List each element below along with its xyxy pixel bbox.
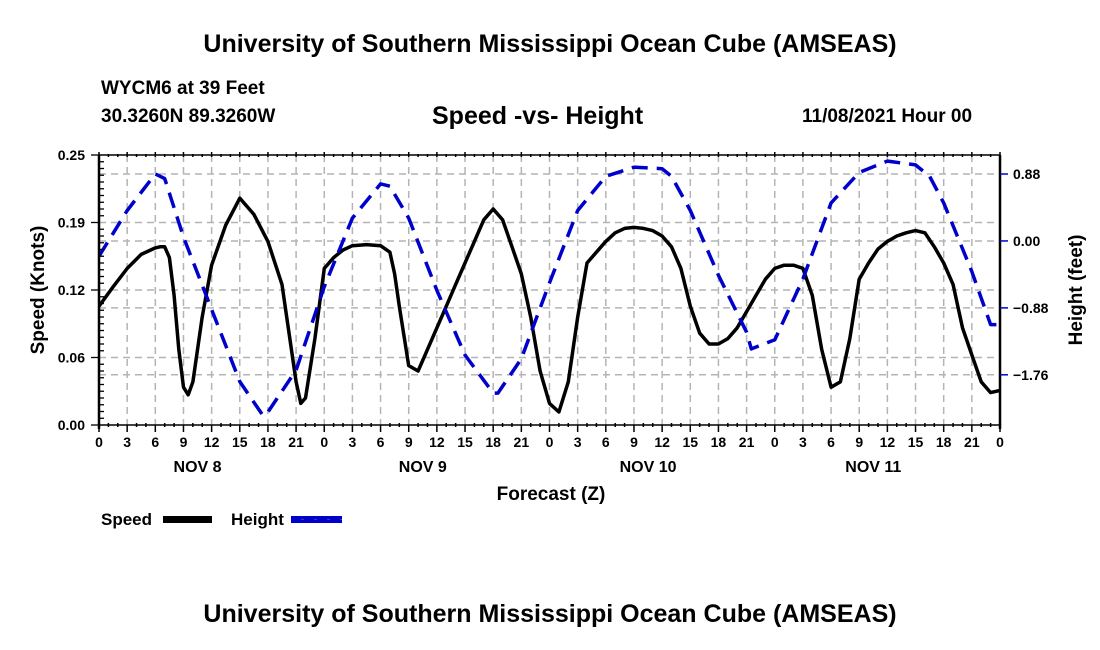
x-axis-label: Forecast (Z) bbox=[497, 484, 606, 505]
y-tick-label: 0.25 bbox=[58, 147, 85, 163]
series-line-speed bbox=[99, 196, 1000, 414]
x-tick-label: 0 bbox=[996, 434, 1004, 450]
report-footer-title: University of Southern Mississippi Ocean… bbox=[203, 600, 897, 628]
x-tick-label: 18 bbox=[711, 434, 727, 450]
x-tick-label: 9 bbox=[180, 434, 188, 450]
series-line-height bbox=[99, 159, 1000, 418]
x-tick-label: 12 bbox=[880, 434, 896, 450]
station-label: WYCM6 at 39 Feet bbox=[101, 78, 265, 99]
y-tick-label: 0.19 bbox=[58, 215, 85, 231]
x-tick-label: 9 bbox=[405, 434, 413, 450]
legend-height: Height bbox=[231, 510, 284, 530]
legend-height-label: Height bbox=[231, 510, 284, 529]
x-tick-label: 18 bbox=[260, 434, 276, 450]
x-tick-label: 9 bbox=[630, 434, 638, 450]
x-tick-label: 21 bbox=[514, 434, 530, 450]
y2-axis-label: Height (feet) bbox=[1066, 235, 1087, 346]
y-tick-label: 0.12 bbox=[58, 282, 85, 298]
x-tick-label: 15 bbox=[232, 434, 248, 450]
report-title: University of Southern Mississippi Ocean… bbox=[203, 30, 897, 58]
y2-tick-label: 0.88 bbox=[1013, 166, 1040, 182]
x-tick-label: 15 bbox=[457, 434, 473, 450]
y-tick-label: 0.00 bbox=[58, 417, 85, 433]
legend-speed-swatch bbox=[163, 516, 212, 523]
axes: 0 3 6 9 12 15 18 21 0 3 6 9 12 15 18 21 0 3 6 9 12 15 18 21 0 3 6 9… bbox=[58, 147, 1049, 476]
legend-speed: Speed bbox=[101, 510, 152, 530]
x-tick-label: 9 bbox=[855, 434, 863, 450]
y2-tick-label: −0.88 bbox=[1013, 300, 1049, 316]
day-label: NOV 10 bbox=[620, 459, 677, 476]
x-tick-label: 18 bbox=[485, 434, 501, 450]
grid bbox=[99, 155, 1000, 425]
x-tick-label: 3 bbox=[574, 434, 582, 450]
legend-speed-label: Speed bbox=[101, 510, 153, 529]
x-tick-label: 3 bbox=[123, 434, 131, 450]
forecast-date: 11/08/2021 Hour 00 bbox=[802, 106, 973, 127]
x-tick-label: 12 bbox=[654, 434, 670, 450]
x-tick-label: 0 bbox=[546, 434, 554, 450]
x-tick-label: 6 bbox=[827, 434, 835, 450]
x-tick-label: 15 bbox=[908, 434, 924, 450]
day-label: NOV 11 bbox=[845, 459, 901, 476]
x-tick-label: 3 bbox=[349, 434, 357, 450]
legend-height-swatch bbox=[291, 516, 342, 523]
x-tick-label: 12 bbox=[204, 434, 220, 450]
x-tick-label: 6 bbox=[602, 434, 610, 450]
x-tick-label: 3 bbox=[799, 434, 807, 450]
day-label: NOV 8 bbox=[174, 459, 222, 476]
x-tick-label: 0 bbox=[320, 434, 328, 450]
x-tick-label: 15 bbox=[682, 434, 698, 450]
y-axis-label: Speed (Knots) bbox=[28, 226, 49, 355]
x-tick-label: 21 bbox=[964, 434, 980, 450]
x-tick-label: 6 bbox=[377, 434, 385, 450]
station-coords: 30.3260N 89.3260W bbox=[101, 106, 276, 127]
x-tick-label: 0 bbox=[95, 434, 103, 450]
chart-title: Speed -vs- Height bbox=[432, 102, 644, 130]
x-tick-label: 18 bbox=[936, 434, 952, 450]
x-tick-label: 12 bbox=[429, 434, 445, 450]
y2-tick-label: −1.76 bbox=[1013, 367, 1049, 383]
y-tick-label: 0.06 bbox=[58, 350, 85, 366]
x-tick-label: 6 bbox=[151, 434, 159, 450]
legend-height-dash bbox=[291, 519, 342, 520]
day-label: NOV 9 bbox=[399, 459, 447, 476]
y2-tick-label: 0.00 bbox=[1013, 233, 1040, 249]
x-tick-label: 21 bbox=[739, 434, 755, 450]
series-group bbox=[99, 159, 1000, 418]
x-tick-label: 21 bbox=[288, 434, 304, 450]
x-tick-label: 0 bbox=[771, 434, 779, 450]
